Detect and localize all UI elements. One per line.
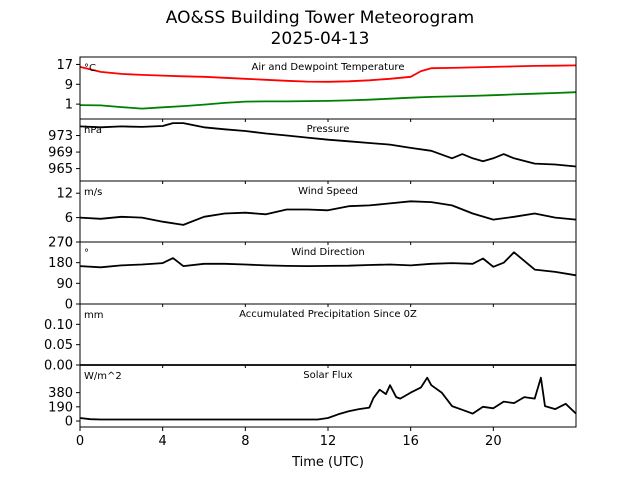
x-tick-label-3: 12 — [320, 434, 337, 449]
series-line-5-0 — [79, 376, 577, 421]
y-tick-label-5-2: 380 — [48, 386, 73, 401]
panel-title-5: Solar Flux — [303, 370, 353, 381]
series-line-1-0 — [79, 122, 577, 168]
panel-title-1: Pressure — [307, 124, 350, 135]
panel-unit-4: mm — [84, 310, 103, 321]
y-tick-label-3-3: 270 — [48, 236, 73, 251]
y-tick-label-0-1: 9 — [65, 78, 73, 93]
y-tick-label-2-0: 0 — [65, 236, 73, 251]
panel-unit-3: ° — [84, 248, 89, 259]
y-tick-label-3-0: 0 — [65, 298, 73, 313]
x-axis-label: Time (UTC) — [291, 455, 364, 470]
y-tick-label-2-1: 6 — [65, 211, 73, 226]
y-tick-label-0-2: 17 — [56, 58, 73, 73]
y-tick-label-2-2: 12 — [56, 187, 73, 202]
series-line-2-0 — [79, 200, 577, 226]
panel-unit-5: W/m^2 — [84, 371, 122, 382]
panel-4: 0.00 0.05 0.10 Accumulated Precipitation Si… — [44, 303, 577, 374]
panel-title-0: Air and Dewpoint Temperature — [252, 62, 405, 73]
y-tick-label-5-1: 190 — [48, 400, 73, 415]
x-tick-label-1: 4 — [159, 434, 167, 449]
title-line-1: AO&SS Building Tower Meteorogram — [165, 8, 475, 28]
panel-2: 0 6 12 Wind Speed m/s — [56, 180, 577, 251]
panel-unit-2: m/s — [84, 187, 102, 198]
figure-title: AO&SS Building Tower Meteorogram 2025-04… — [0, 8, 640, 50]
y-tick-label-1-0: 965 — [48, 162, 73, 177]
panel-unit-0: °C — [84, 63, 96, 74]
panel-title-4: Accumulated Precipitation Since 0Z — [239, 309, 417, 320]
y-tick-label-1-2: 973 — [48, 129, 73, 144]
title-line-2: 2025-04-13 — [270, 29, 370, 49]
y-tick-label-4-0: 0.00 — [44, 359, 73, 374]
x-tick-label-4: 16 — [402, 434, 419, 449]
y-tick-label-5-0: 0 — [65, 415, 73, 430]
x-tick-label-0: 0 — [76, 434, 84, 449]
panel-3: 0 90 180 270 Wind Direction ° — [48, 236, 577, 313]
y-tick-label-0-0: 1 — [65, 98, 73, 113]
panel-title-3: Wind Direction — [291, 247, 365, 258]
x-tick-label-2: 8 — [241, 434, 249, 449]
series-line-3-0 — [79, 251, 577, 277]
y-tick-label-3-2: 180 — [48, 256, 73, 271]
y-tick-label-1-1: 969 — [48, 146, 73, 161]
panel-unit-1: hPa — [84, 125, 102, 136]
series-line-0-0 — [79, 64, 577, 83]
series-line-0-1 — [79, 91, 577, 110]
panel-title-2: Wind Speed — [298, 186, 358, 197]
y-tick-label-3-1: 90 — [56, 277, 73, 292]
x-tick-label-5: 20 — [485, 434, 502, 449]
y-tick-label-4-2: 0.10 — [44, 318, 73, 333]
panel-0: 1 9 17 Air and Dewpoint Temperature °C — [56, 56, 577, 122]
y-tick-label-4-1: 0.05 — [44, 338, 73, 353]
